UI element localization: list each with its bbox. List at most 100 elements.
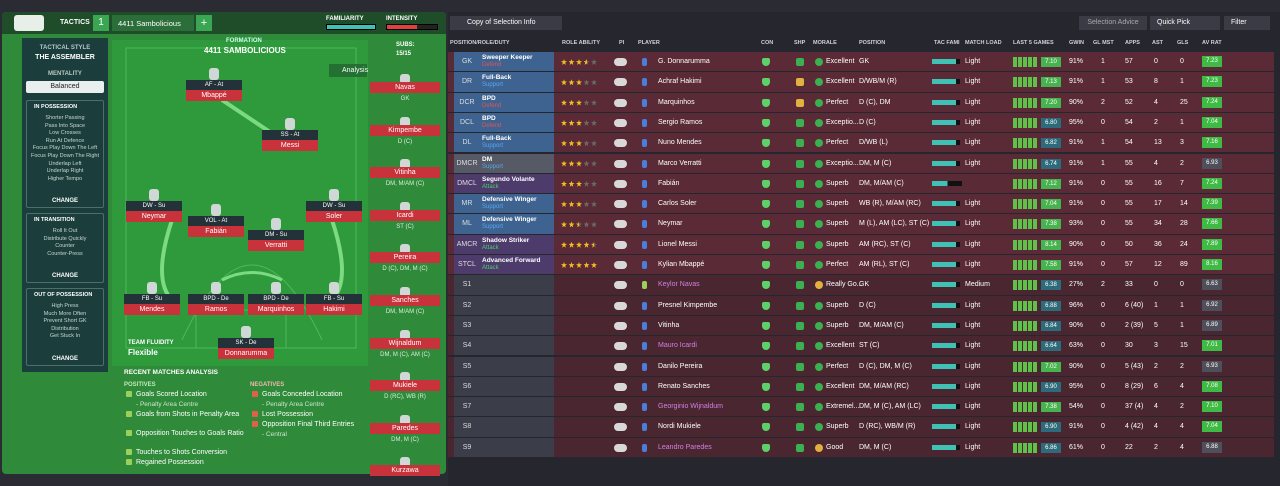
position: D (C) [859,301,876,309]
player-name[interactable]: Ramos [188,304,244,315]
analysis-icon [126,459,132,465]
form-bar [1033,280,1037,291]
column-header[interactable]: GLS [1177,40,1189,46]
back-button[interactable] [14,15,44,31]
player-name[interactable]: Mbappé [186,90,242,101]
player-status [642,220,647,229]
column-header[interactable]: PI [619,40,625,46]
player-row[interactable] [448,214,1274,234]
player-row[interactable] [448,194,1274,214]
player-name[interactable]: Verratti [248,240,304,251]
column-header[interactable]: APPS [1125,40,1140,46]
view-select[interactable]: Copy of Selection Info [450,16,562,30]
player-row[interactable] [448,153,1274,173]
player-name[interactable]: Soler [306,211,362,222]
condition [762,261,770,269]
column-header[interactable]: SHP [794,40,806,46]
gl-mst: 0 [1101,220,1105,228]
player-row[interactable] [448,52,1274,72]
bench-name[interactable]: Wijnaldum [370,337,440,349]
analysis-title[interactable]: RECENT MATCHES ANALYSIS [124,369,219,376]
bench-name[interactable]: Sanches [370,295,440,306]
column-header[interactable]: GL MST [1093,40,1114,46]
player-row[interactable] [448,356,1274,376]
role-ability [561,59,601,65]
player-name[interactable]: Marquinhos [248,304,304,315]
column-header[interactable]: GWIN [1069,40,1084,46]
gl-mst: 1 [1101,159,1105,167]
player-name[interactable]: Mendes [124,304,180,315]
pos-code: S7 [462,403,472,411]
bench-name[interactable]: Paredes [370,422,440,434]
player-row[interactable] [448,133,1274,153]
form-bar [1023,97,1027,108]
sharpness [796,78,804,87]
player-name[interactable]: Neymar [126,211,182,222]
column-header[interactable]: MORALE [813,40,837,46]
bench-name[interactable]: Navas [370,82,440,93]
advice-button[interactable]: Selection Advice [1079,16,1147,30]
player-row[interactable] [448,417,1274,437]
change-button[interactable]: CHANGE [51,198,78,204]
player-row[interactable] [448,275,1274,295]
column-header[interactable]: TAC FAMI [934,40,960,46]
player-row[interactable] [448,72,1274,92]
player-row[interactable] [448,295,1274,315]
bench-name[interactable]: Kurzawa [370,465,440,477]
match-load: Light [965,423,981,431]
column-header[interactable]: MATCH LOAD [965,40,1002,46]
pos-code: S6 [462,382,472,390]
condition [762,321,770,330]
quick-pick[interactable]: Quick Pick [1150,16,1220,30]
form-bar [1013,77,1017,88]
player-row[interactable] [448,376,1274,397]
slot-number[interactable]: 1 [93,15,109,31]
formation-name[interactable]: 4411 SAMBOLICIOUS [204,46,286,55]
player-name[interactable]: Messi [262,140,318,151]
condition [762,200,770,209]
player-row[interactable] [448,397,1274,417]
change-button[interactable]: CHANGE [51,356,78,362]
form-rating: 6.82 [1041,138,1061,149]
column-header[interactable]: POSITION [859,40,886,46]
column-header[interactable]: POSITION/ROLE/DUTY [450,40,510,46]
column-header[interactable]: AV RAT [1202,40,1222,46]
player-row[interactable] [448,437,1274,457]
column-header[interactable]: LAST 5 GAMES [1013,40,1054,46]
apps: 55 [1125,200,1133,208]
change-button[interactable]: CHANGE [51,273,78,279]
add-tactic[interactable]: + [196,15,212,31]
star [576,241,582,248]
gls: 15 [1180,342,1188,350]
player-row[interactable] [448,234,1274,254]
bench-name[interactable]: Vitinha [370,167,440,179]
player-status [642,78,647,87]
player-name[interactable]: Hakimi [306,304,362,315]
bench-name[interactable]: Kimpembe [370,124,440,136]
analysis-button[interactable]: Analysis [329,64,368,77]
ast: 0 [1154,281,1158,289]
player-name[interactable]: Donnarumma [218,348,274,359]
filter-button[interactable]: Filter [1224,16,1270,30]
player-row[interactable] [448,173,1274,194]
tactic-name[interactable]: 4411 Sambolicious [112,15,194,31]
player-row[interactable] [448,315,1274,336]
player-name[interactable]: Fabián [188,226,244,237]
subs-label: SUBS: [396,42,415,48]
player-row[interactable] [448,92,1274,112]
column-header[interactable]: PLAYER [638,40,660,46]
player-row[interactable] [448,336,1274,356]
bench-name[interactable]: Icardi [370,209,440,221]
player-row[interactable] [448,255,1274,275]
form-rating: 6.84 [1041,320,1061,331]
mentality-select[interactable]: Balanced [26,81,104,93]
column-header[interactable]: ROLE ABILITY [562,40,600,46]
player-row[interactable] [448,112,1274,133]
form-bar [1013,219,1017,230]
bench-name[interactable]: Pereira [370,252,440,264]
role-name: Defensive Winger [482,216,537,224]
column-header[interactable]: CON [761,40,774,46]
star [576,140,582,147]
bench-name[interactable]: Mukiele [370,380,440,392]
column-header[interactable]: AST [1152,40,1163,46]
